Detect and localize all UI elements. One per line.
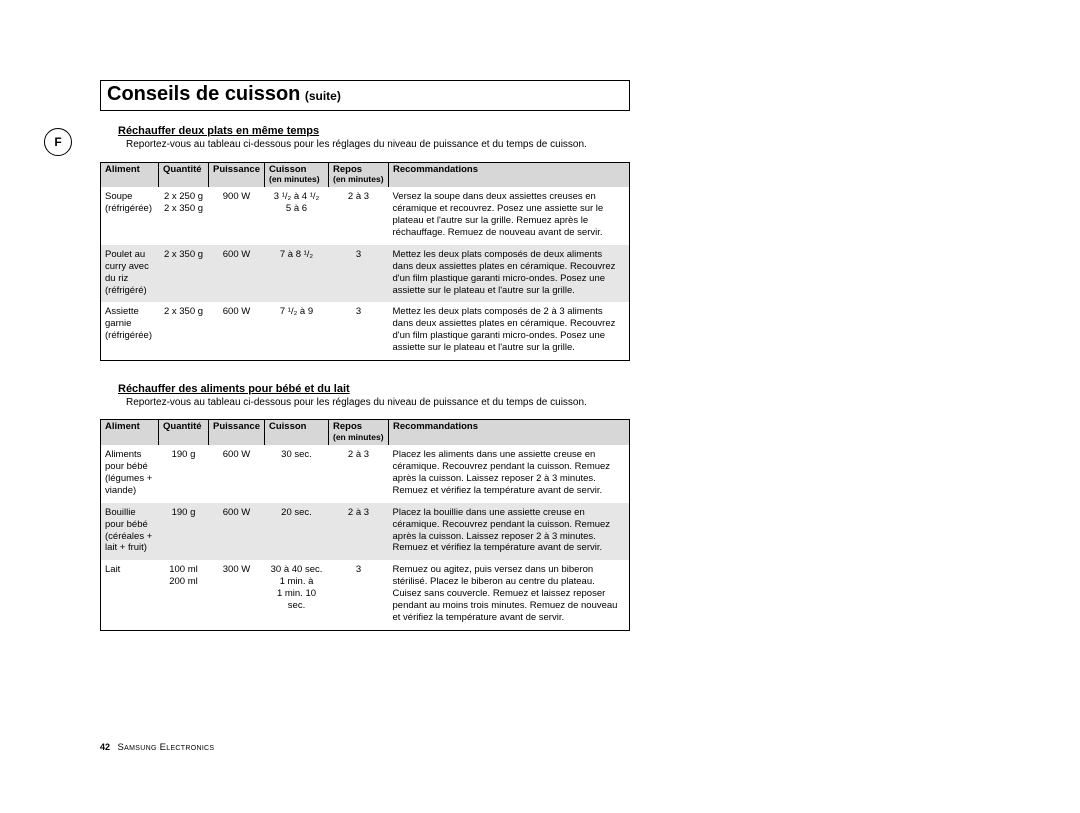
cell-repos: 2 à 3: [329, 503, 389, 561]
cell-aliment: Lait: [101, 560, 159, 630]
cell-puissance: 300 W: [209, 560, 265, 630]
col-repos: Repos (en minutes): [329, 420, 389, 445]
cell-quantite: 2 x 350 g: [159, 302, 209, 360]
col-recommandations: Recommandations: [389, 162, 630, 187]
section1-table: Aliment Quantité Puissance Cuisson (en m…: [100, 162, 630, 361]
col-cuisson: Cuisson (en minutes): [265, 162, 329, 187]
cell-quantite: 190 g: [159, 445, 209, 503]
cell-quantite: 2 x 250 g2 x 350 g: [159, 187, 209, 245]
cell-puissance: 600 W: [209, 445, 265, 503]
table-row: Assiette garnie (réfrigérée)2 x 350 g600…: [101, 302, 630, 360]
col-repos-sub: (en minutes): [333, 432, 384, 442]
section2-heading: Réchauffer des aliments pour bébé et du …: [100, 383, 630, 395]
cell-quantite: 100 ml200 ml: [159, 560, 209, 630]
page-title-suite: (suite): [305, 89, 341, 103]
col-aliment: Aliment: [101, 420, 159, 445]
cell-cuisson: 7 à 8 ¹/₂: [265, 245, 329, 303]
cell-recommandations: Versez la soupe dans deux assiettes creu…: [389, 187, 630, 245]
cell-cuisson: 20 sec.: [265, 503, 329, 561]
cell-repos: 3: [329, 302, 389, 360]
cell-puissance: 600 W: [209, 302, 265, 360]
page: F Conseils de cuisson (suite) Réchauffer…: [0, 0, 1080, 813]
col-repos-label: Repos: [333, 421, 362, 432]
section1-heading: Réchauffer deux plats en même temps: [100, 125, 630, 137]
cell-cuisson: 30 sec.: [265, 445, 329, 503]
section1-intro: Reportez-vous au tableau ci-dessous pour…: [100, 139, 630, 152]
page-footer: 42 Samsung Electronics: [100, 742, 214, 753]
col-cuisson-label: Cuisson: [269, 164, 306, 175]
page-number: 42: [100, 742, 110, 752]
cell-recommandations: Mettez les deux plats composés de deux a…: [389, 245, 630, 303]
cell-cuisson: 30 à 40 sec.1 min. à1 min. 10 sec.: [265, 560, 329, 630]
cell-aliment: Assiette garnie (réfrigérée): [101, 302, 159, 360]
content-column: Conseils de cuisson (suite) Réchauffer d…: [100, 80, 630, 631]
cell-puissance: 600 W: [209, 503, 265, 561]
language-marker: F: [44, 128, 72, 156]
col-repos-label: Repos: [333, 164, 362, 175]
cell-aliment: Soupe(réfrigérée): [101, 187, 159, 245]
cell-repos: 3: [329, 560, 389, 630]
cell-aliment: Bouillie pour bébé (céréales + lait + fr…: [101, 503, 159, 561]
cell-recommandations: Placez les aliments dans une assiette cr…: [389, 445, 630, 503]
page-title-bar: Conseils de cuisson (suite): [100, 80, 630, 111]
col-cuisson: Cuisson: [265, 420, 329, 445]
cell-repos: 3: [329, 245, 389, 303]
cell-repos: 2 à 3: [329, 187, 389, 245]
col-quantite: Quantité: [159, 420, 209, 445]
col-puissance: Puissance: [209, 420, 265, 445]
cell-recommandations: Placez la bouillie dans une assiette cre…: [389, 503, 630, 561]
cell-aliment: Aliments pour bébé (légumes + viande): [101, 445, 159, 503]
col-repos: Repos (en minutes): [329, 162, 389, 187]
section2-header-row: Aliment Quantité Puissance Cuisson Repos…: [101, 420, 630, 445]
col-repos-sub: (en minutes): [333, 174, 384, 184]
section2-intro: Reportez-vous au tableau ci-dessous pour…: [100, 397, 630, 410]
cell-aliment: Poulet au curry avec du riz (réfrigéré): [101, 245, 159, 303]
col-recommandations: Recommandations: [389, 420, 630, 445]
cell-recommandations: Remuez ou agitez, puis versez dans un bi…: [389, 560, 630, 630]
cell-puissance: 600 W: [209, 245, 265, 303]
section1-header-row: Aliment Quantité Puissance Cuisson (en m…: [101, 162, 630, 187]
page-title-main: Conseils de cuisson: [107, 83, 300, 105]
table-row: Poulet au curry avec du riz (réfrigéré)2…: [101, 245, 630, 303]
table-row: Soupe(réfrigérée)2 x 250 g2 x 350 g900 W…: [101, 187, 630, 245]
cell-quantite: 190 g: [159, 503, 209, 561]
cell-recommandations: Mettez les deux plats composés de 2 à 3 …: [389, 302, 630, 360]
cell-cuisson: 7 ¹/₂ à 9: [265, 302, 329, 360]
table-row: Lait100 ml200 ml300 W30 à 40 sec.1 min. …: [101, 560, 630, 630]
col-aliment: Aliment: [101, 162, 159, 187]
section2-table: Aliment Quantité Puissance Cuisson Repos…: [100, 419, 630, 630]
col-quantite: Quantité: [159, 162, 209, 187]
cell-repos: 2 à 3: [329, 445, 389, 503]
col-cuisson-sub: (en minutes): [269, 174, 320, 184]
cell-puissance: 900 W: [209, 187, 265, 245]
table-row: Aliments pour bébé (légumes + viande)190…: [101, 445, 630, 503]
col-puissance: Puissance: [209, 162, 265, 187]
footer-brand: Samsung Electronics: [118, 742, 215, 753]
cell-cuisson: 3 ¹/₂ à 4 ¹/₂5 à 6: [265, 187, 329, 245]
cell-quantite: 2 x 350 g: [159, 245, 209, 303]
table-row: Bouillie pour bébé (céréales + lait + fr…: [101, 503, 630, 561]
